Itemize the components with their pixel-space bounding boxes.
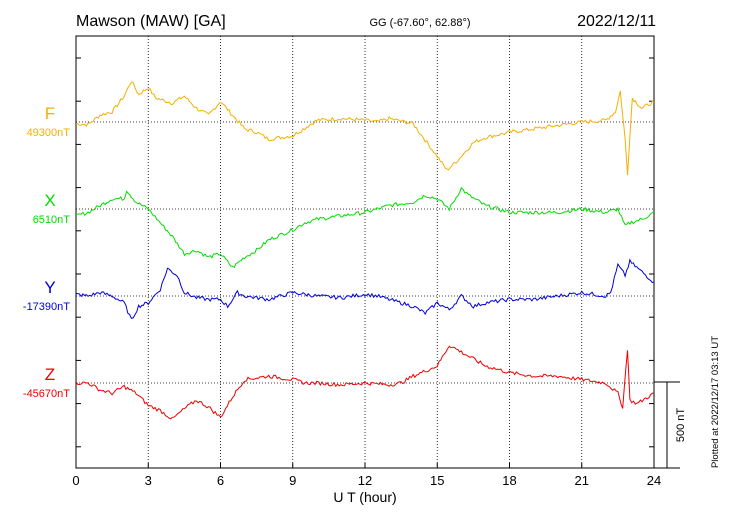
series-name-X: X	[44, 191, 55, 210]
baseline-value-F: 49300nT	[27, 127, 71, 139]
x-tick-label-12: 12	[358, 473, 372, 488]
scale-bar: 500 nT	[654, 381, 687, 469]
station-title: Mawson (MAW) [GA]	[76, 13, 226, 30]
trace-X	[75, 186, 655, 268]
x-tick-label-21: 21	[575, 473, 589, 488]
trace-Z	[75, 345, 655, 420]
x-axis-label: U T (hour)	[333, 489, 396, 505]
series-labels: F 49300nT X 6510nT Y -17390nT Z -45670nT	[23, 104, 70, 400]
traces	[75, 81, 655, 420]
series-name-Y: Y	[44, 278, 55, 297]
x-tick-label-3: 3	[145, 473, 152, 488]
x-tick-label-6: 6	[217, 473, 224, 488]
series-name-Z: Z	[45, 365, 55, 384]
baseline-value-Y: -17390nT	[23, 301, 70, 313]
trace-Y	[75, 258, 655, 319]
trace-F	[75, 81, 655, 176]
plotted-timestamp: Plotted at 2022/12/17 03:13 UT	[710, 336, 721, 468]
x-axis-ticks: 0 3 6 9 12 15 18 21 24	[72, 463, 661, 488]
grid-lines	[76, 36, 654, 468]
chart-date: 2022/12/11	[577, 13, 656, 30]
series-name-F: F	[45, 104, 55, 123]
x-tick-label-15: 15	[430, 473, 444, 488]
baseline-value-X: 6510nT	[33, 214, 71, 226]
x-tick-label-18: 18	[502, 473, 516, 488]
baseline-value-Z: -45670nT	[23, 388, 70, 400]
x-tick-label-0: 0	[72, 473, 79, 488]
x-tick-label-24: 24	[647, 473, 661, 488]
geographic-coordinates: GG (-67.60°, 62.88°)	[369, 17, 470, 29]
x-tick-label-9: 9	[289, 473, 296, 488]
scale-bar-label: 500 nT	[675, 408, 687, 443]
